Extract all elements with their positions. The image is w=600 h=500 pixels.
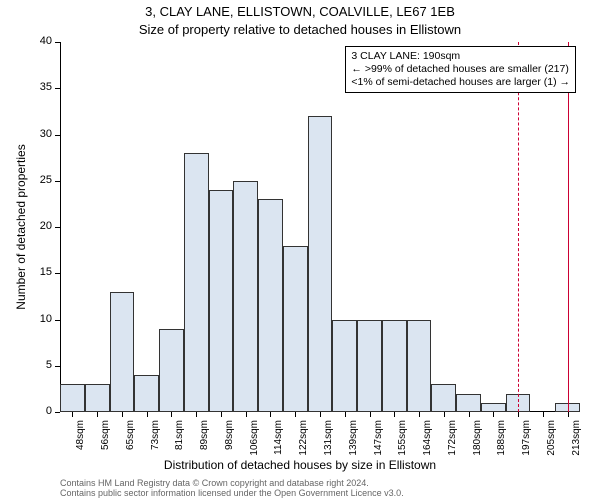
y-tick [55, 227, 60, 228]
histogram-bar [308, 116, 333, 412]
y-tick [55, 320, 60, 321]
x-tick [518, 412, 519, 417]
histogram-bar [110, 292, 135, 412]
histogram-bar [85, 384, 110, 412]
x-tick [370, 412, 371, 417]
y-tick-label: 40 [28, 35, 52, 47]
x-tick [444, 412, 445, 417]
histogram-bar [184, 153, 209, 412]
histogram-bar [258, 199, 283, 412]
x-axis-label: Distribution of detached houses by size … [0, 458, 600, 472]
y-tick-label: 10 [28, 313, 52, 325]
callout-box: 3 CLAY LANE: 190sqm← >99% of detached ho… [345, 46, 576, 93]
histogram-bar [134, 375, 159, 412]
plot-area: 051015202530354048sqm56sqm65sqm73sqm81sq… [60, 42, 580, 412]
histogram-bar [60, 384, 85, 412]
x-tick [221, 412, 222, 417]
chart-title-line2: Size of property relative to detached ho… [0, 22, 600, 37]
y-tick [55, 366, 60, 367]
histogram-bar [283, 246, 308, 413]
y-tick [55, 273, 60, 274]
x-tick [295, 412, 296, 417]
x-tick [568, 412, 569, 417]
marker-line-smaller [518, 42, 520, 412]
y-tick-label: 35 [28, 81, 52, 93]
histogram-bar [357, 320, 382, 413]
histogram-bar [481, 403, 506, 412]
chart-title-line1: 3, CLAY LANE, ELLISTOWN, COALVILLE, LE67… [0, 4, 600, 19]
histogram-bar [431, 384, 456, 412]
histogram-bar [209, 190, 234, 412]
y-axis-label: Number of detached properties [14, 42, 28, 412]
callout-line1: 3 CLAY LANE: 190sqm [351, 50, 570, 63]
y-tick [55, 88, 60, 89]
callout-line3: <1% of semi-detached houses are larger (… [351, 76, 570, 89]
footer-line2: Contains public sector information licen… [60, 488, 404, 498]
x-tick [493, 412, 494, 417]
x-tick [270, 412, 271, 417]
histogram-bar [456, 394, 481, 413]
x-tick [543, 412, 544, 417]
y-tick [55, 181, 60, 182]
chart-container: 3, CLAY LANE, ELLISTOWN, COALVILLE, LE67… [0, 0, 600, 500]
footer-line1: Contains HM Land Registry data © Crown c… [60, 478, 369, 488]
x-tick [320, 412, 321, 417]
x-tick [171, 412, 172, 417]
x-tick [196, 412, 197, 417]
y-tick-label: 0 [28, 405, 52, 417]
y-tick [55, 135, 60, 136]
x-tick [147, 412, 148, 417]
x-tick [246, 412, 247, 417]
y-axis [60, 42, 61, 412]
marker-line-larger [568, 42, 570, 412]
histogram-bar [159, 329, 184, 412]
y-tick-label: 30 [28, 128, 52, 140]
callout-line2: ← >99% of detached houses are smaller (2… [351, 63, 570, 76]
y-tick [55, 412, 60, 413]
x-tick [122, 412, 123, 417]
x-tick [97, 412, 98, 417]
y-tick-label: 15 [28, 266, 52, 278]
x-tick [394, 412, 395, 417]
y-tick-label: 5 [28, 359, 52, 371]
y-tick-label: 20 [28, 220, 52, 232]
histogram-bar [332, 320, 357, 413]
histogram-bar [233, 181, 258, 412]
x-tick [345, 412, 346, 417]
x-tick [72, 412, 73, 417]
x-tick [469, 412, 470, 417]
y-tick-label: 25 [28, 174, 52, 186]
histogram-bar [382, 320, 407, 413]
x-tick [419, 412, 420, 417]
y-tick [55, 42, 60, 43]
histogram-bar [407, 320, 432, 413]
